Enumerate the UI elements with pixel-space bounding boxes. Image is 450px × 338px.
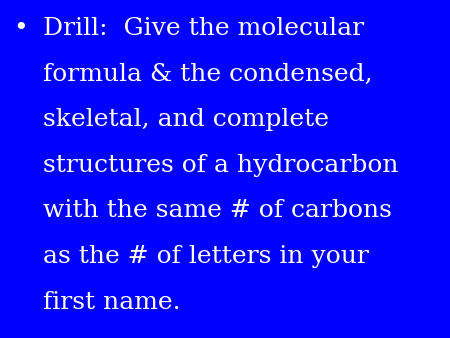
Text: Drill:  Give the molecular: Drill: Give the molecular [43,17,364,40]
Text: •: • [14,17,28,40]
Text: as the # of letters in your: as the # of letters in your [43,245,369,268]
Text: formula & the condensed,: formula & the condensed, [43,63,373,86]
Text: skeletal, and complete: skeletal, and complete [43,108,329,131]
Text: with the same # of carbons: with the same # of carbons [43,199,392,222]
Text: first name.: first name. [43,291,180,314]
Text: structures of a hydrocarbon: structures of a hydrocarbon [43,154,398,177]
